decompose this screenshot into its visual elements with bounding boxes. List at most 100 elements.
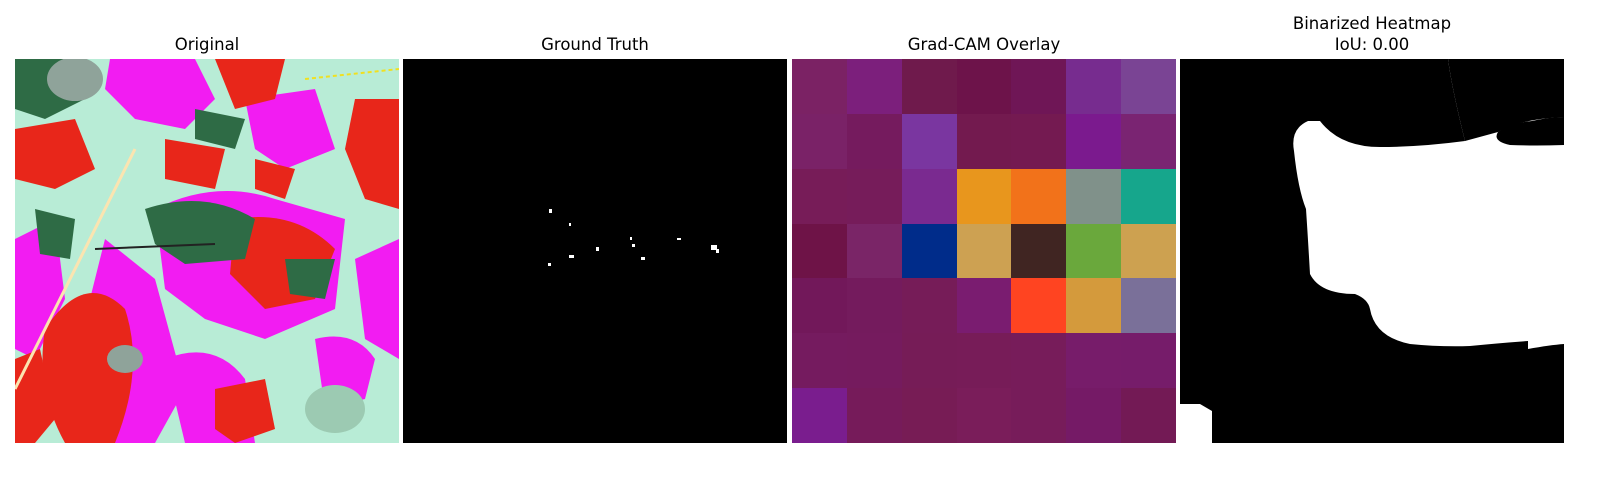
mask-speck <box>630 237 632 240</box>
magenta-region <box>355 239 399 359</box>
mask-speck <box>549 209 552 213</box>
heatmap-cell <box>957 278 1011 333</box>
heatmap-cell <box>1066 114 1121 169</box>
mask-speck <box>716 249 719 253</box>
original-image-svg <box>15 59 399 443</box>
heatmap-cell <box>902 114 957 169</box>
heatmap-cell <box>1011 333 1066 388</box>
heatmap-cell <box>792 169 847 224</box>
panel-title-original: Original <box>174 35 240 54</box>
binarized-background <box>1180 59 1564 443</box>
heatmap-cell <box>792 114 847 169</box>
heatmap-cell <box>957 224 1011 278</box>
dark-green-region <box>145 201 255 264</box>
gradcam-heatmap <box>792 59 1176 443</box>
binarized-svg <box>1180 59 1564 443</box>
mask-speck <box>632 244 635 247</box>
gray-green-region <box>47 59 103 101</box>
red-leaf <box>215 379 275 443</box>
mask-speck <box>641 257 645 260</box>
heatmap-cell <box>1011 278 1066 333</box>
gray-green-region <box>107 345 143 373</box>
red-leaf <box>255 159 295 199</box>
heatmap-cell <box>1011 169 1066 224</box>
heatmap-cell <box>957 388 1011 443</box>
dark-green-region <box>195 109 245 149</box>
heatmap-cell <box>1011 114 1066 169</box>
heatmap-cell <box>902 224 957 278</box>
gradcam-svg <box>792 59 1176 443</box>
heatmap-cell <box>1066 224 1121 278</box>
panel-ground-truth: Ground Truth <box>403 0 787 500</box>
mask-background <box>403 59 787 443</box>
panel-title-gradcam: Grad-CAM Overlay <box>907 35 1061 54</box>
heatmap-cell <box>1066 388 1121 443</box>
heatmap-cell <box>902 59 957 114</box>
heatmap-cell <box>1066 333 1121 388</box>
heatmap-cell <box>847 114 902 169</box>
mask-speck <box>677 238 681 240</box>
binarized-background <box>1496 59 1564 146</box>
mask-speck <box>548 263 551 266</box>
mask-speck <box>711 245 717 250</box>
heatmap-cell <box>902 278 957 333</box>
red-leaf <box>42 293 133 443</box>
heatmap-cell <box>847 388 902 443</box>
gray-green-region <box>305 385 365 433</box>
heatmap-cell <box>957 59 1011 114</box>
leaf-stem <box>15 148 137 390</box>
heatmap-cell <box>792 333 847 388</box>
heatmap-cell <box>1121 169 1176 224</box>
heatmap-cell <box>1121 114 1176 169</box>
heatmap-cell <box>1066 278 1121 333</box>
panel-original: Original <box>15 0 399 500</box>
heatmap-cell <box>902 333 957 388</box>
mask-speck <box>596 247 599 251</box>
panel-gradcam: Grad-CAM Overlay <box>792 0 1176 500</box>
heatmap-cell <box>1121 333 1176 388</box>
heatmap-cell <box>1011 224 1066 278</box>
magenta-region <box>105 59 215 129</box>
heatmap-cell <box>792 224 847 278</box>
heatmap-cell <box>902 388 957 443</box>
heatmap-cell <box>957 333 1011 388</box>
leaf-stem <box>94 243 216 250</box>
magenta-region <box>245 89 335 169</box>
red-leaf <box>215 59 285 109</box>
ground-truth-mask <box>403 59 787 443</box>
heatmap-cell <box>847 169 902 224</box>
heatmap-cell <box>847 59 902 114</box>
dark-green-region <box>285 259 335 299</box>
binarized-background <box>1448 59 1564 141</box>
heatmap-cell <box>1121 388 1176 443</box>
heatmap-cell <box>792 59 847 114</box>
heatmap-cell <box>1121 278 1176 333</box>
binarized-mask <box>1180 59 1564 443</box>
heatmap-cell <box>957 169 1011 224</box>
heatmap-cell <box>1011 388 1066 443</box>
heatmap-cell <box>1066 59 1121 114</box>
dark-green-region <box>35 209 75 259</box>
heatmap-cell <box>902 169 957 224</box>
original-image <box>15 59 399 443</box>
mask-speck <box>569 255 574 258</box>
heatmap-cell <box>1121 59 1176 114</box>
red-leaf <box>15 119 95 189</box>
panel-subtitle-iou: IoU: 0.00 <box>1334 35 1410 54</box>
panel-title-binarized: Binarized Heatmap <box>1292 14 1452 33</box>
panel-title-ground-truth: Ground Truth <box>541 35 649 54</box>
heatmap-cell <box>847 333 902 388</box>
heatmap-cell <box>847 278 902 333</box>
ground-truth-svg <box>403 59 787 443</box>
leaf-stem <box>304 68 399 80</box>
heatmap-cell <box>1011 59 1066 114</box>
mask-speck <box>569 223 571 226</box>
heatmap-cell <box>792 388 847 443</box>
heatmap-cell <box>847 224 902 278</box>
panel-binarized: Binarized Heatmap IoU: 0.00 <box>1180 0 1564 500</box>
heatmap-cell <box>792 278 847 333</box>
heatmap-cell <box>1121 224 1176 278</box>
red-leaf <box>15 349 55 443</box>
red-leaf <box>165 139 225 189</box>
heatmap-cell <box>957 114 1011 169</box>
